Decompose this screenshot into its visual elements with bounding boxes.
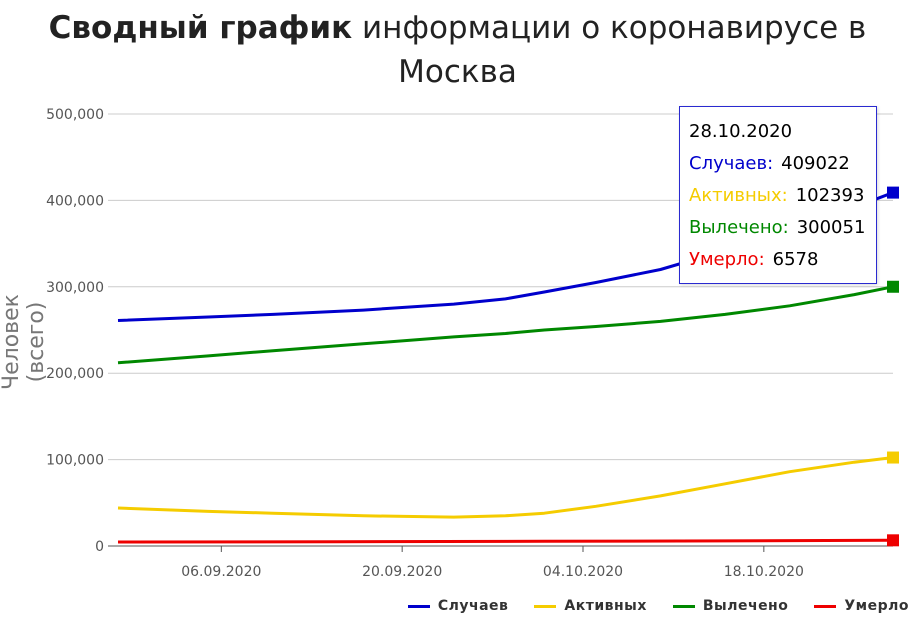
- legend-swatch: [672, 604, 695, 608]
- y-tick-label: 300,000: [46, 280, 104, 296]
- chart-title-bold: Сводный график: [48, 10, 353, 46]
- series-line-2: [117, 285, 894, 365]
- legend-swatch: [534, 604, 557, 608]
- tooltip-label: Умерло:: [689, 249, 765, 270]
- chart-title-rest: информации о коронавирусе в Москва: [352, 10, 867, 90]
- y-tick-label: 200,000: [46, 366, 104, 382]
- legend-label: Активных: [564, 598, 647, 614]
- x-tick-label: 20.09.2020: [362, 564, 442, 580]
- tooltip-date: 28.10.2020: [689, 121, 793, 142]
- legend: Случаев Активных Вылечено Умерло: [407, 598, 909, 614]
- y-tick-label: 400,000: [46, 193, 104, 209]
- tooltip-label: Вылечено:: [689, 217, 789, 238]
- legend-label: Случаев: [437, 598, 509, 614]
- x-tick-label: 04.10.2020: [543, 564, 623, 580]
- data-tooltip: 28.10.2020 Случаев: 409022 Активных: 10239…: [679, 106, 877, 284]
- tooltip-value: 300051: [796, 217, 866, 238]
- tooltip-value: 6578: [772, 249, 819, 270]
- tooltip-row-recovered: Вылечено: 300051: [689, 217, 865, 238]
- legend-item-cases[interactable]: Случаев: [407, 598, 509, 614]
- tooltip-row-deaths: Умерло: 6578: [689, 249, 818, 270]
- legend-swatch: [814, 604, 837, 608]
- series-marker-0: [887, 186, 899, 199]
- series-line-1: [117, 456, 894, 519]
- legend-item-recovered[interactable]: Вылечено: [672, 598, 789, 614]
- legend-label: Умерло: [844, 598, 909, 614]
- tooltip-label: Активных:: [689, 185, 788, 206]
- x-tick-label: 06.09.2020: [181, 564, 261, 580]
- series-line-3: [117, 538, 894, 544]
- y-tick-label: 500,000: [46, 107, 104, 123]
- tooltip-value: 409022: [781, 153, 850, 174]
- tooltip-label: Случаев:: [689, 153, 774, 174]
- legend-item-deaths[interactable]: Умерло: [814, 598, 909, 614]
- series-marker-1: [887, 451, 899, 464]
- legend-item-active[interactable]: Активных: [534, 598, 646, 614]
- x-tick-label: 18.10.2020: [724, 564, 804, 580]
- y-tick-label: 100,000: [46, 453, 104, 469]
- series-marker-3: [887, 534, 899, 547]
- legend-label: Вылечено: [702, 598, 789, 614]
- tooltip-row-active: Активных: 102393: [689, 185, 864, 206]
- chart-title: Сводный график информации о коронавирусе…: [0, 6, 915, 94]
- tooltip-row-cases: Случаев: 409022: [689, 153, 850, 174]
- series-marker-2: [887, 280, 899, 293]
- legend-swatch: [407, 604, 430, 608]
- tooltip-value: 102393: [795, 185, 865, 206]
- y-tick-label: 0: [95, 539, 104, 555]
